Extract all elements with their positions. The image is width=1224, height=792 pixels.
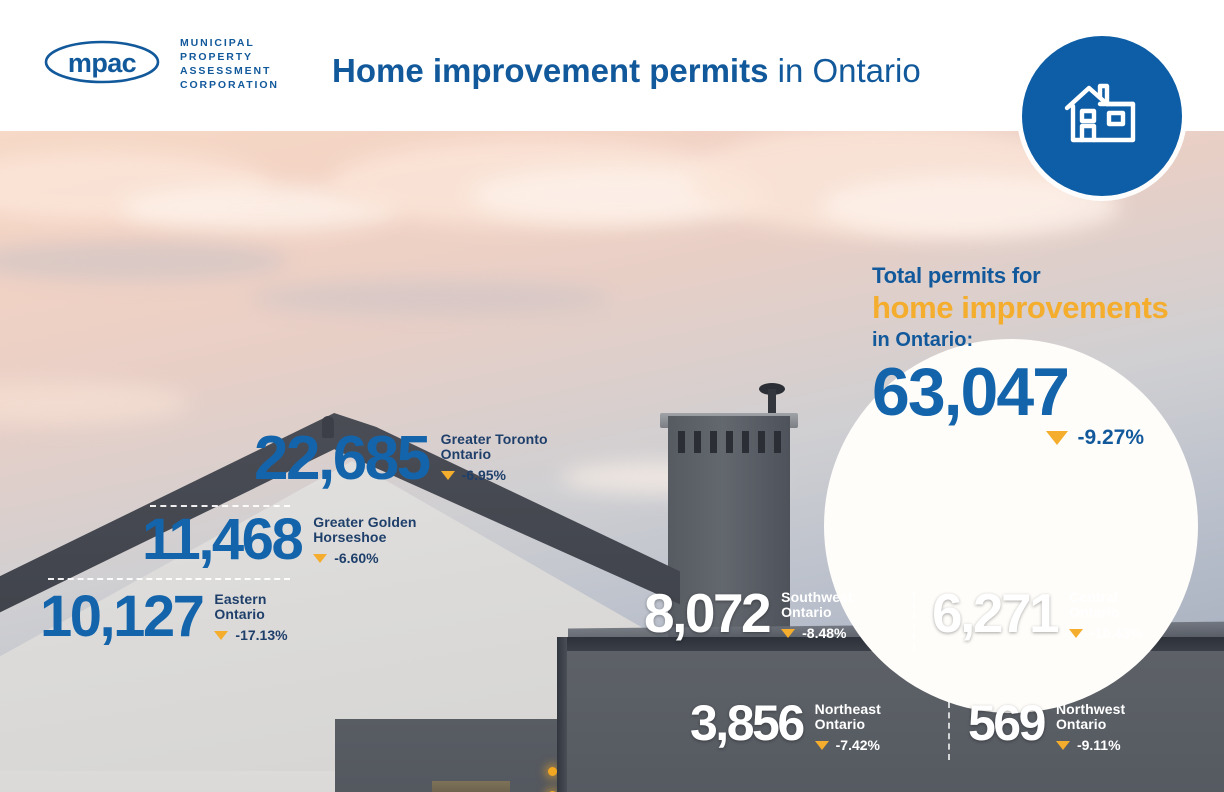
page-title-bold: Home improvement permits (332, 52, 769, 89)
stat-greater-toronto: 22,685 Greater Toronto Ontario -6.95% (254, 428, 548, 490)
stat-change-value: -7.42% (835, 737, 880, 753)
house-lower-wall (0, 771, 380, 792)
stat-value: 569 (968, 695, 1046, 751)
chimney (668, 416, 790, 651)
background-photo (0, 131, 1224, 792)
page-title-light: in Ontario (768, 52, 921, 89)
mpac-logomark-icon: mpac (42, 36, 162, 92)
right-wall-edge (557, 637, 567, 792)
triangle-down-icon (1055, 740, 1070, 750)
door-transom-window (432, 781, 510, 792)
triangle-down-icon (814, 740, 829, 750)
stat-region-line1: Central (1069, 589, 1119, 605)
separator-dashed-horizontal (48, 578, 290, 580)
total-change: -9.27% (872, 426, 1172, 450)
total-label-line3: in Ontario: (872, 329, 974, 351)
total-change-value: -9.27% (1077, 426, 1144, 449)
stat-change: -6.95% (440, 467, 548, 483)
stat-change-value: -17.13% (235, 627, 288, 643)
triangle-down-icon (781, 628, 796, 638)
page-header: mpac MUNICIPAL PROPERTY ASSESSMENT CORPO… (0, 0, 1224, 131)
stat-value: 8,072 (644, 582, 772, 644)
stat-change: -17.13% (214, 627, 288, 643)
triangle-down-icon (214, 630, 229, 640)
triangle-down-icon (1069, 628, 1084, 638)
stat-southwest-ontario: 8,072 Southwest Ontario -8.48% (644, 582, 853, 644)
stat-change-value: -6.60% (334, 550, 379, 566)
stat-change-value: -10.43% (1090, 625, 1143, 641)
logo-word-2: ASSESSMENT (180, 64, 272, 77)
total-value: 63,047 (872, 354, 1070, 430)
stat-region-line2: Ontario (1069, 604, 1120, 620)
stat-region-line1: Greater Toronto (440, 431, 548, 447)
total-permits-text: Total permits for home improvements in O… (872, 262, 1172, 450)
stat-region-line2: Ontario (440, 446, 492, 462)
stat-value: 10,127 (40, 584, 205, 649)
total-highlight: home improvements (872, 290, 1169, 325)
stat-value: 22,685 (254, 424, 431, 493)
stat-change: -8.48% (781, 625, 853, 641)
triangle-down-icon (440, 470, 455, 480)
chimney-vents (678, 431, 782, 453)
stat-change: -10.43% (1069, 625, 1142, 641)
logo-word-3: CORPORATION (180, 78, 279, 91)
stat-eastern-ontario: 10,127 Eastern Ontario -17.13% (40, 588, 288, 646)
stat-region-line1: Greater Golden (313, 514, 417, 530)
roof-finial (322, 416, 334, 438)
stat-value: 3,856 (690, 695, 805, 751)
total-label-line1: Total permits for (872, 263, 1041, 288)
stat-value: 6,271 (932, 582, 1060, 644)
stat-region-line2: Ontario (1055, 716, 1107, 732)
total-permits-circle (824, 339, 1198, 713)
stat-change-value: -9.11% (1076, 737, 1121, 753)
entrance-block (335, 719, 563, 792)
svg-text:mpac: mpac (68, 48, 137, 78)
house-icon (1063, 80, 1141, 153)
triangle-down-icon (313, 553, 328, 563)
stat-change: -7.42% (814, 737, 881, 753)
porch-light (548, 767, 557, 776)
stat-change-value: -6.95% (461, 467, 506, 483)
separator-dashed-vertical (948, 702, 950, 760)
stat-region-line2: Horseshoe (313, 529, 387, 545)
mpac-wordmark: MUNICIPAL PROPERTY ASSESSMENT CORPORATIO… (180, 36, 279, 91)
stat-northwest-ontario: 569 Northwest Ontario -9.11% (968, 698, 1125, 753)
house-badge (1022, 36, 1182, 196)
stat-region-line2: Ontario (814, 716, 866, 732)
stat-central-ontario: 6,271 Central Ontario -10.43% (932, 582, 1142, 644)
separator-dashed-horizontal (150, 505, 290, 507)
stat-region-line1: Eastern (214, 591, 267, 607)
logo-word-0: MUNICIPAL (180, 36, 255, 49)
cloud (0, 241, 290, 281)
triangle-down-icon (1046, 431, 1069, 445)
logo-word-1: PROPERTY (180, 50, 253, 63)
separator-dashed-vertical (913, 592, 915, 650)
cloud (250, 281, 610, 315)
stat-change: -9.11% (1055, 737, 1125, 753)
page-title: Home improvement permits in Ontario (332, 50, 921, 92)
stat-northeast-ontario: 3,856 Northeast Ontario -7.42% (690, 698, 881, 753)
chimney-pipe (768, 389, 776, 417)
stat-change-value: -8.48% (802, 625, 847, 641)
stat-greater-golden-horseshoe: 11,468 Greater Golden Horseshoe -6.60% (142, 511, 417, 569)
stat-region-line1: Northeast (814, 701, 881, 717)
stat-change: -6.60% (313, 550, 416, 566)
stat-region-line2: Ontario (781, 604, 832, 620)
stat-region-line2: Ontario (214, 606, 265, 622)
stat-region-line1: Northwest (1055, 701, 1126, 717)
stat-region-line1: Southwest (781, 589, 853, 605)
mpac-logo[interactable]: mpac MUNICIPAL PROPERTY ASSESSMENT CORPO… (42, 36, 279, 92)
stat-value: 11,468 (142, 507, 304, 572)
